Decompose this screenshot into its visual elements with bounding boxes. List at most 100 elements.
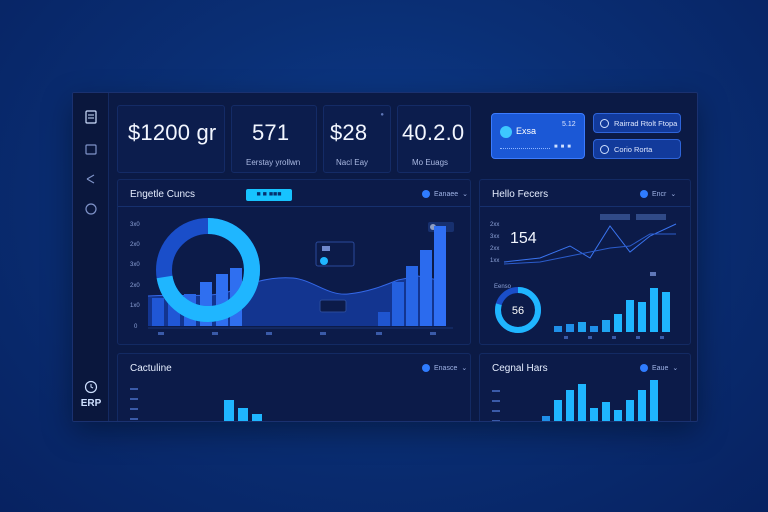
stat-card-daily[interactable]: $28 Nacl Eay ● xyxy=(323,105,391,173)
dropdown-label: Eanaee xyxy=(434,190,459,198)
corner-dot-icon: ● xyxy=(380,112,384,118)
report-button[interactable]: Rairrad Rtolt Ftopa xyxy=(593,113,681,133)
bar xyxy=(378,312,390,326)
dropdown-dot-icon xyxy=(640,190,648,198)
panel-divider xyxy=(118,206,470,207)
chevron-down-icon: ⌄ xyxy=(462,191,469,198)
y-tick: 0 xyxy=(134,324,138,330)
dropdown-label: Encr xyxy=(652,190,667,198)
stat-value: 40.2.0 xyxy=(402,120,465,145)
bar xyxy=(554,326,562,332)
card-value: 5.12 xyxy=(562,121,576,128)
bar xyxy=(392,282,404,326)
bar xyxy=(614,410,622,421)
bar xyxy=(650,288,658,332)
metric-value: 154 xyxy=(510,230,537,247)
panel-title: Engetle Cuncs xyxy=(130,189,196,200)
dashboard-window: ERP $1200 gr 571 Eerstay yrollwn $28 Nac… xyxy=(72,92,698,422)
bar xyxy=(420,250,432,326)
panel-title: Cactuline xyxy=(130,363,172,374)
filter-dropdown[interactable]: Encr ⌄ xyxy=(640,188,676,200)
bar xyxy=(406,266,418,326)
range-dropdown[interactable]: Eanaee ⌄ xyxy=(422,188,468,200)
legend-dot xyxy=(650,272,656,276)
bar xyxy=(252,414,262,421)
pill-label: Rairrad Rtolt Ftopa xyxy=(614,119,678,128)
stat-card-revenue[interactable]: $1200 gr xyxy=(117,105,225,173)
x-tick-marks xyxy=(564,336,664,339)
dropdown-dot-icon xyxy=(640,364,648,372)
bar xyxy=(590,326,598,332)
status-badge[interactable]: ■ ■ ■■■ xyxy=(246,189,292,201)
card-divider xyxy=(500,148,550,149)
bar xyxy=(650,380,658,421)
y-tick: 3xx xyxy=(490,234,499,240)
y-tick: 3x0 xyxy=(130,222,140,228)
brand-label: ERP xyxy=(80,398,102,409)
chevron-down-icon: ⌄ xyxy=(461,365,468,372)
bar xyxy=(542,416,550,421)
panel-divider xyxy=(480,206,690,207)
stat-card-users[interactable]: 571 Eerstay yrollwn xyxy=(231,105,317,173)
highlight-card[interactable]: Exsa 5.12 ■■■ xyxy=(491,113,585,159)
stat-label: Eerstay yrollwn xyxy=(246,158,301,167)
bar xyxy=(578,384,586,421)
bottom-right-chart xyxy=(492,380,658,421)
sidebar: ERP xyxy=(73,93,109,421)
dropdown-label: Enasce xyxy=(434,364,458,372)
legend-chip xyxy=(600,214,630,220)
y-tick: 1xx xyxy=(490,258,499,264)
bar xyxy=(626,400,634,421)
stat-value: $1200 gr xyxy=(128,120,217,145)
globe-icon[interactable] xyxy=(83,201,99,217)
main-chart: 3x0 2x0 3x0 2x0 1x0 0 xyxy=(130,218,454,335)
folder-icon[interactable] xyxy=(83,141,99,157)
y-tick: 2x0 xyxy=(130,283,140,289)
y-tick: 2xx xyxy=(490,246,499,252)
line-series-a xyxy=(503,223,677,263)
stat-label: Nacl Eay xyxy=(336,158,369,167)
legend-text: Eenso xyxy=(494,284,512,290)
pill-label: Corio Rorta xyxy=(614,145,653,154)
refresh-icon xyxy=(600,119,609,128)
stat-value: $28 xyxy=(330,120,368,145)
tooltip-small xyxy=(319,299,347,313)
y-tick: 2x0 xyxy=(130,242,140,248)
dropdown-label: Eaue xyxy=(652,364,669,372)
bottom-left-panel: Cactuline Enasce ⌄ xyxy=(117,353,471,421)
bar xyxy=(434,226,446,326)
document-icon[interactable] xyxy=(83,109,99,125)
stat-card-usage[interactable]: 40.2.0 Mo Euags xyxy=(397,105,471,173)
export-button[interactable]: Corio Rorta xyxy=(593,139,681,159)
mini-donut-value: 56 xyxy=(512,305,524,317)
bar xyxy=(638,302,646,332)
chevron-down-icon: ⌄ xyxy=(672,365,679,372)
y-tick: 2xx xyxy=(490,222,499,228)
clock-icon[interactable] xyxy=(83,379,99,395)
bottom-left-chart xyxy=(130,388,262,421)
y-tick: 3x0 xyxy=(130,262,140,268)
bar xyxy=(614,314,622,332)
bar xyxy=(566,324,574,332)
chevron-down-icon: ⌄ xyxy=(670,191,677,198)
bar xyxy=(554,400,562,421)
bar xyxy=(238,408,248,421)
bottom-right-panel: Cegnal Hars Eaue ⌄ xyxy=(479,353,691,421)
bar xyxy=(662,292,670,332)
bar xyxy=(590,408,598,421)
dropdown-dot-icon xyxy=(422,364,430,372)
bar xyxy=(578,322,586,332)
mini-donut-progress xyxy=(495,287,541,333)
filter-dropdown[interactable]: Eaue ⌄ xyxy=(640,362,678,374)
bar xyxy=(152,298,164,326)
share-icon[interactable] xyxy=(83,171,99,187)
panel-title: Hello Fecers xyxy=(492,189,549,200)
right-chart-panel: Hello Fecers Encr ⌄ 154 2xx 3xx 2xx 1xx … xyxy=(479,179,691,345)
stat-label: Mo Euags xyxy=(412,158,449,167)
x-tick-marks xyxy=(158,332,436,335)
bar xyxy=(638,390,646,421)
y-tick: 1x0 xyxy=(130,303,140,309)
card-dots-icon: ■■■ xyxy=(554,144,574,150)
donut-progress xyxy=(156,218,260,322)
range-dropdown[interactable]: Enasce ⌄ xyxy=(422,362,467,374)
